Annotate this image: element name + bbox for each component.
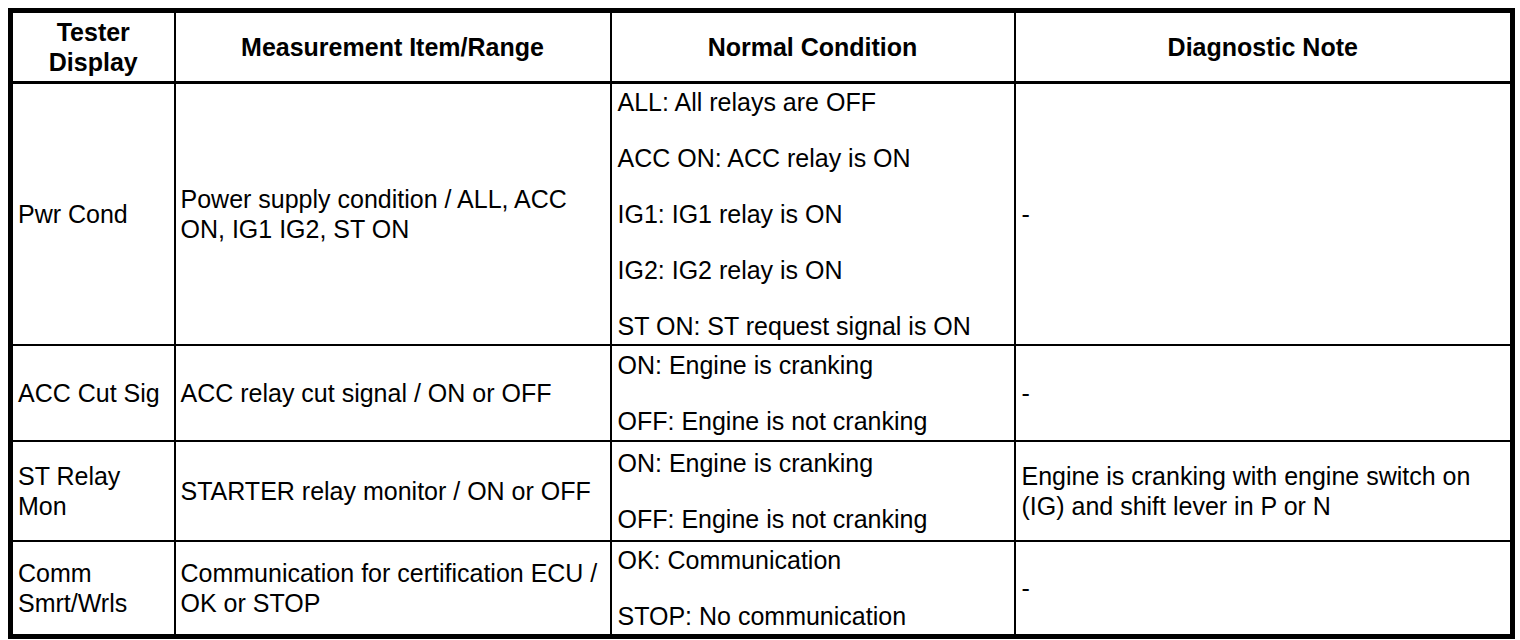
table-row: ACC Cut Sig ACC relay cut signal / ON or… xyxy=(11,345,1513,441)
condition-line: ALL: All relays are OFF xyxy=(618,87,1010,117)
table-header-row: Tester Display Measurement Item/Range No… xyxy=(11,11,1513,83)
column-header-tester-display: Tester Display xyxy=(11,11,175,83)
normal-condition-cell: ON: Engine is cranking OFF: Engine is no… xyxy=(611,441,1015,541)
condition-line: OK: Communication xyxy=(618,545,1010,575)
table-row: Comm Smrt/Wrls Communication for certifi… xyxy=(11,541,1513,637)
normal-condition-cell: ON: Engine is cranking OFF: Engine is no… xyxy=(611,345,1015,441)
measurement-item-cell: STARTER relay monitor / ON or OFF xyxy=(175,441,611,541)
condition-line: ON: Engine is cranking xyxy=(618,448,1010,478)
diagnostic-note-cell: Engine is cranking with engine switch on… xyxy=(1015,441,1513,541)
diagnostic-note-cell: - xyxy=(1015,83,1513,345)
tester-display-cell: ST Relay Mon xyxy=(11,441,175,541)
measurement-item-cell: Power supply condition / ALL, ACC ON, IG… xyxy=(175,83,611,345)
diagnostic-note-cell: - xyxy=(1015,345,1513,441)
normal-condition-cell: ALL: All relays are OFF ACC ON: ACC rela… xyxy=(611,83,1015,345)
column-header-normal-condition: Normal Condition xyxy=(611,11,1015,83)
diagnostic-note-cell: - xyxy=(1015,541,1513,637)
column-header-measurement-item-range: Measurement Item/Range xyxy=(175,11,611,83)
table-row: Pwr Cond Power supply condition / ALL, A… xyxy=(11,83,1513,345)
column-header-diagnostic-note: Diagnostic Note xyxy=(1015,11,1513,83)
condition-line: IG1: IG1 relay is ON xyxy=(618,199,1010,229)
page-canvas: Tester Display Measurement Item/Range No… xyxy=(0,0,1520,640)
condition-line: ON: Engine is cranking xyxy=(618,350,1010,380)
data-list-table: Tester Display Measurement Item/Range No… xyxy=(8,8,1515,639)
measurement-item-cell: ACC relay cut signal / ON or OFF xyxy=(175,345,611,441)
condition-line: IG2: IG2 relay is ON xyxy=(618,255,1010,285)
condition-line: OFF: Engine is not cranking xyxy=(618,504,1010,534)
condition-line: OFF: Engine is not cranking xyxy=(618,406,1010,436)
normal-condition-cell: OK: Communication STOP: No communication xyxy=(611,541,1015,637)
condition-line: ST ON: ST request signal is ON xyxy=(618,311,1010,341)
tester-display-cell: Comm Smrt/Wrls xyxy=(11,541,175,637)
table-row: ST Relay Mon STARTER relay monitor / ON … xyxy=(11,441,1513,541)
measurement-item-cell: Communication for certification ECU / OK… xyxy=(175,541,611,637)
condition-line: STOP: No communication xyxy=(618,601,1010,631)
condition-line: ACC ON: ACC relay is ON xyxy=(618,143,1010,173)
tester-display-cell: ACC Cut Sig xyxy=(11,345,175,441)
tester-display-cell: Pwr Cond xyxy=(11,83,175,345)
